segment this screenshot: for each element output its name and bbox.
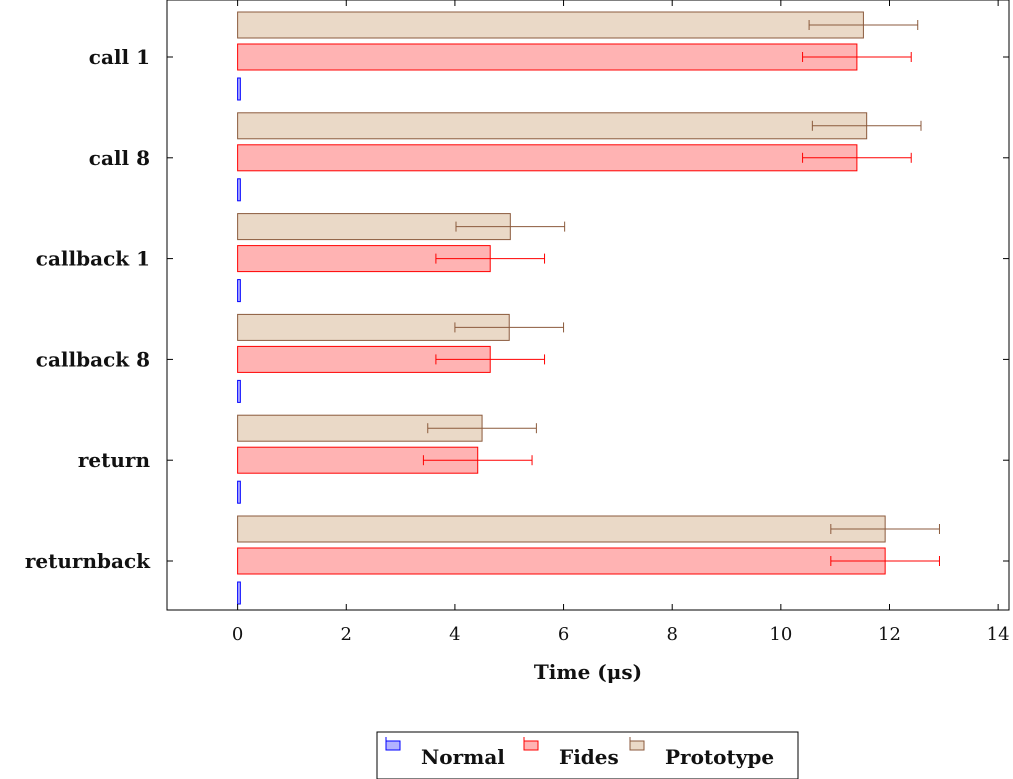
x-axis-ticks: 0 2 4 6 8 10 12 14 <box>232 0 1010 645</box>
legend: Normal Fides Prototype <box>376 731 799 779</box>
legend-swatch-prototype <box>629 740 645 751</box>
bar-normal <box>237 379 241 403</box>
legend-swatch-normal <box>385 740 401 751</box>
bar-normal <box>237 279 241 303</box>
bar-normal <box>237 581 241 605</box>
bar-prototype <box>237 11 864 39</box>
legend-label-normal: Normal <box>421 745 505 769</box>
legend-label-prototype: Prototype <box>665 745 774 769</box>
x-tick-label: 2 <box>341 624 352 645</box>
x-tick-label: 0 <box>232 624 243 645</box>
y-axis-categories: call 1 call 8 callback 1 callback 8 return re… <box>25 45 1009 573</box>
y-category-label: call 8 <box>89 146 150 170</box>
y-category-label: callback 8 <box>36 347 150 371</box>
bar-fides <box>237 547 886 575</box>
bar-fides <box>237 144 858 172</box>
bar-fides <box>237 43 858 71</box>
x-tick-label: 12 <box>878 624 901 645</box>
x-axis-title: Time (μs) <box>534 660 642 684</box>
bar-normal <box>237 178 241 202</box>
x-tick-label: 4 <box>449 624 460 645</box>
legend-swatch-fides <box>523 740 539 751</box>
bar-prototype <box>237 515 886 543</box>
y-category-label: call 1 <box>89 45 150 69</box>
x-tick-label: 14 <box>987 624 1010 645</box>
x-tick-label: 6 <box>558 624 569 645</box>
y-category-label: return <box>78 448 151 472</box>
legend-box <box>376 731 799 779</box>
y-category-label: returnback <box>25 549 151 573</box>
bar-normal <box>237 480 241 504</box>
plot-frame <box>166 0 1010 611</box>
legend-label-fides: Fides <box>559 745 619 769</box>
bar-normal <box>237 77 241 101</box>
x-tick-label: 10 <box>769 624 792 645</box>
x-tick-label: 8 <box>666 624 677 645</box>
error-bars-layer <box>422 20 940 566</box>
bars-layer <box>237 11 886 605</box>
bar-prototype <box>237 112 868 140</box>
y-category-label: callback 1 <box>36 247 150 271</box>
